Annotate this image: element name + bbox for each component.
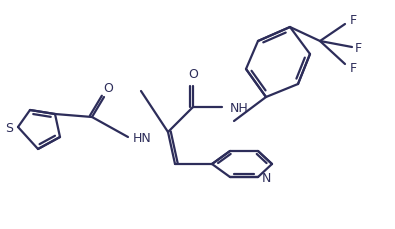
Text: S: S [5,121,13,134]
Text: F: F [350,14,357,26]
Text: F: F [355,41,362,54]
Text: O: O [188,68,198,81]
Text: F: F [350,61,357,74]
Text: HN: HN [133,131,152,144]
Text: NH: NH [230,101,249,114]
Text: O: O [103,81,113,94]
Text: N: N [262,171,271,184]
